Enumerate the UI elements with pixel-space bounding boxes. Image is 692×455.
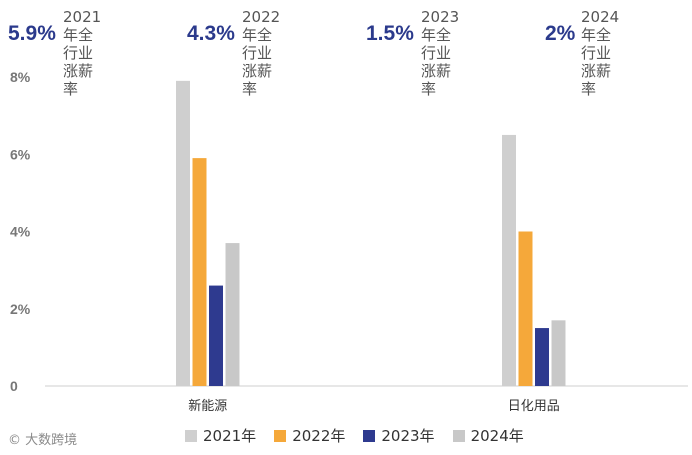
header-label-line1: 2024年全行业 [581, 8, 620, 62]
legend-label-2022: 2022年 [292, 427, 346, 445]
y-tick-label: 6% [10, 146, 31, 162]
legend-item-2022: 2022年 [274, 425, 345, 446]
x-axis-labels: 新能源 日化用品 [188, 398, 560, 414]
x-tick-label: 日化用品 [508, 399, 560, 414]
legend-item-2023: 2023年 [363, 425, 435, 446]
bar-2022-1 [518, 231, 533, 386]
legend-item-2024: 2024年 [452, 425, 524, 446]
header-label-line2: 涨薪率 [63, 62, 94, 98]
y-tick-label: 4% [10, 224, 31, 240]
bar-2022-0 [192, 158, 207, 386]
y-tick-label: 0 [10, 378, 18, 394]
header-label-line1: 2021年全行业 [63, 8, 102, 62]
header-label-line1: 2022年全行业 [242, 8, 281, 62]
bar-2024-0 [225, 243, 240, 386]
legend-label-2023: 2023年 [381, 427, 435, 445]
chart-legend: 2021年 2022年 2023年 2024年 [185, 425, 524, 446]
legend-label-2021: 2021年 [203, 427, 257, 445]
header-label: 2021年全行业 涨薪率 [63, 8, 101, 98]
legend-label-2024: 2024年 [470, 427, 524, 445]
bar-2023-1 [535, 328, 549, 386]
header-value: 2% [545, 22, 576, 45]
header-value: 5.9% [8, 22, 56, 45]
header-label-line1: 2023年全行业 [421, 8, 460, 62]
y-tick-label: 2% [10, 301, 31, 317]
legend-swatch-2022 [274, 429, 287, 442]
legend-swatch-2024 [452, 429, 465, 442]
y-axis-ticks: 0 2% 4% 6% 8% [10, 69, 31, 394]
legend-swatch-2021 [185, 429, 197, 442]
bar-2023-0 [209, 285, 223, 386]
bar-2024-1 [551, 320, 566, 386]
bar-2021-1 [502, 134, 516, 386]
header-label: 2024年全行业 涨薪率 [581, 8, 619, 98]
bar-2021-0 [176, 80, 190, 387]
y-tick-label: 8% [10, 69, 31, 85]
bar-group [176, 80, 566, 387]
header-value: 4.3% [187, 22, 235, 45]
source-watermark: © 大数跨境 [8, 433, 78, 448]
header-label: 2023年全行业 涨薪率 [421, 8, 459, 98]
legend-item-2021: 2021年 [185, 425, 256, 446]
legend-swatch-2023 [363, 429, 376, 442]
header-label-line2: 涨薪率 [421, 62, 452, 98]
header-label-line2: 涨薪率 [242, 62, 273, 98]
header-label-line2: 涨薪率 [581, 62, 612, 98]
x-tick-label: 新能源 [188, 398, 227, 414]
header-value: 1.5% [366, 22, 414, 45]
header-label: 2022年全行业 涨薪率 [242, 8, 280, 98]
